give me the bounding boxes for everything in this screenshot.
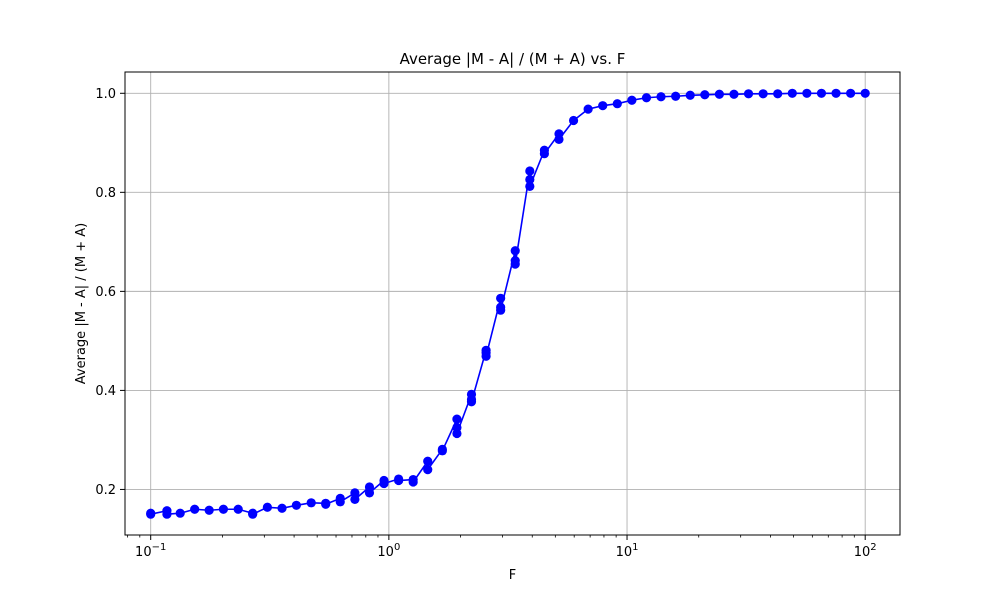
data-point: [306, 498, 316, 508]
data-point: [248, 509, 258, 519]
data-point: [583, 104, 593, 114]
data-point: [218, 504, 229, 514]
data-point: [729, 89, 739, 99]
data-point: [525, 181, 535, 191]
data-point: [612, 99, 622, 109]
data-point: [481, 351, 491, 361]
data-point: [408, 477, 418, 487]
data-point: [175, 508, 185, 518]
data-point: [714, 89, 724, 99]
y-tick-label: 0.8: [95, 186, 116, 201]
data-point: [598, 101, 608, 111]
data-point: [510, 259, 520, 269]
data-point: [787, 88, 797, 98]
data-point: [656, 92, 666, 102]
data-point: [291, 500, 301, 510]
x-axis-label: F: [509, 568, 516, 583]
data-point: [190, 504, 200, 514]
data-point: [262, 502, 272, 512]
data-point: [700, 90, 710, 100]
data-point: [321, 499, 331, 509]
data-point: [802, 88, 812, 98]
data-point: [831, 88, 841, 98]
data-point: [350, 494, 360, 504]
data-point: [525, 166, 535, 176]
data-point: [162, 509, 172, 519]
plot-area-frame: [124, 71, 901, 536]
y-tick-label: 1.0: [95, 87, 116, 102]
axis-ticks: 10−1 100 101 102 0.2 0.4 0.6 0.8 1.0: [95, 87, 876, 560]
data-point: [816, 88, 827, 98]
data-point: [773, 89, 783, 99]
data-point: [496, 305, 506, 315]
data-point: [394, 475, 404, 486]
data-point: [510, 246, 520, 256]
data-point: [452, 428, 462, 439]
y-tick-label: 0.4: [95, 384, 116, 399]
data-point: [627, 95, 637, 105]
data-point: [539, 149, 549, 159]
x-tick-label: 100: [377, 542, 400, 560]
data-point: [233, 504, 243, 514]
data-point: [554, 134, 564, 144]
data-point: [525, 174, 535, 185]
series-line: [149, 92, 866, 516]
data-point: [423, 465, 433, 475]
x-tick-label: 102: [854, 542, 877, 560]
data-point: [641, 93, 652, 103]
y-axis-label: Average |M - A| / (M + A): [74, 223, 89, 384]
data-point: [743, 89, 754, 99]
data-point: [379, 478, 389, 489]
data-point: [846, 88, 856, 98]
data-point: [146, 509, 156, 519]
y-tick-label: 0.6: [95, 285, 116, 300]
x-tick-label: 10−1: [135, 542, 166, 560]
data-point: [452, 414, 462, 424]
data-point: [466, 397, 477, 407]
data-point: [277, 503, 287, 513]
y-tick-label: 0.2: [95, 483, 116, 498]
data-series: [146, 88, 870, 519]
data-point: [671, 91, 681, 101]
grid-lines: [125, 72, 900, 535]
data-point: [496, 293, 506, 303]
data-point: [860, 88, 870, 98]
data-point: [685, 90, 695, 100]
data-point: [437, 446, 447, 456]
data-point: [350, 488, 360, 498]
data-point: [364, 488, 375, 498]
data-point: [568, 115, 579, 126]
chart-title: Average |M - A| / (M + A) vs. F: [400, 50, 626, 68]
x-tick-label: 101: [616, 542, 639, 560]
data-point: [335, 497, 345, 507]
data-point: [423, 456, 433, 466]
data-point: [204, 505, 214, 515]
data-point: [758, 89, 768, 99]
